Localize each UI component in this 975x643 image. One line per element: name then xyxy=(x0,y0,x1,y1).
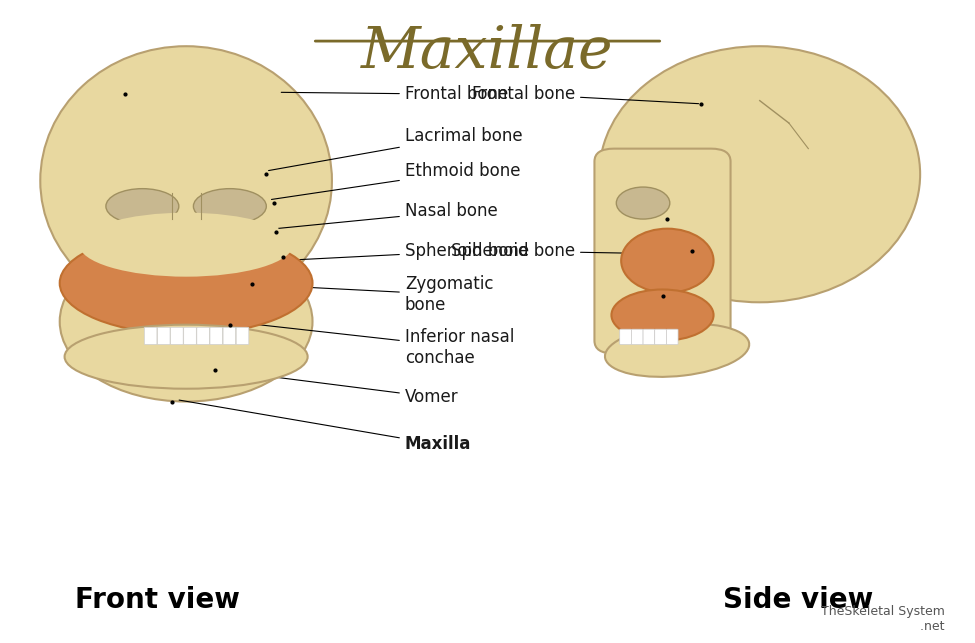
FancyBboxPatch shape xyxy=(595,149,730,354)
FancyBboxPatch shape xyxy=(620,329,632,345)
Text: Nasal bone: Nasal bone xyxy=(278,203,497,228)
FancyBboxPatch shape xyxy=(157,327,170,345)
Ellipse shape xyxy=(621,229,714,293)
Text: Inferior nasal
conchae: Inferior nasal conchae xyxy=(233,322,514,367)
Ellipse shape xyxy=(40,46,332,315)
FancyBboxPatch shape xyxy=(183,327,196,345)
Ellipse shape xyxy=(193,188,266,224)
FancyBboxPatch shape xyxy=(655,329,666,345)
FancyBboxPatch shape xyxy=(197,327,210,345)
FancyBboxPatch shape xyxy=(223,327,236,345)
Text: Lacrimal bone: Lacrimal bone xyxy=(268,127,523,170)
Text: Maxilla: Maxilla xyxy=(179,400,471,453)
Ellipse shape xyxy=(159,226,213,270)
Text: Sphenoid bone: Sphenoid bone xyxy=(450,242,689,260)
FancyBboxPatch shape xyxy=(632,329,644,345)
Ellipse shape xyxy=(600,46,920,302)
Text: Maxillae: Maxillae xyxy=(362,24,613,80)
Text: Frontal bone: Frontal bone xyxy=(472,86,699,104)
Text: Front view: Front view xyxy=(74,586,240,614)
Ellipse shape xyxy=(604,323,749,377)
Text: TheSkeletal System
                    .net: TheSkeletal System .net xyxy=(821,605,945,633)
FancyBboxPatch shape xyxy=(236,327,249,345)
FancyBboxPatch shape xyxy=(171,327,183,345)
Ellipse shape xyxy=(106,188,178,224)
Text: Sphenoid bone: Sphenoid bone xyxy=(281,242,529,260)
Ellipse shape xyxy=(79,213,293,276)
Ellipse shape xyxy=(64,325,308,389)
Ellipse shape xyxy=(59,232,313,334)
Ellipse shape xyxy=(616,187,670,219)
Text: Side view: Side view xyxy=(723,586,874,614)
Text: Ethmoid bone: Ethmoid bone xyxy=(271,162,521,199)
FancyBboxPatch shape xyxy=(666,329,678,345)
Text: Vomer: Vomer xyxy=(218,370,458,406)
Text: Zygomatic
bone: Zygomatic bone xyxy=(253,275,493,314)
FancyBboxPatch shape xyxy=(644,329,655,345)
FancyBboxPatch shape xyxy=(144,327,157,345)
FancyBboxPatch shape xyxy=(210,327,222,345)
Text: Frontal bone: Frontal bone xyxy=(281,86,508,104)
Ellipse shape xyxy=(59,242,313,401)
Ellipse shape xyxy=(611,289,714,341)
